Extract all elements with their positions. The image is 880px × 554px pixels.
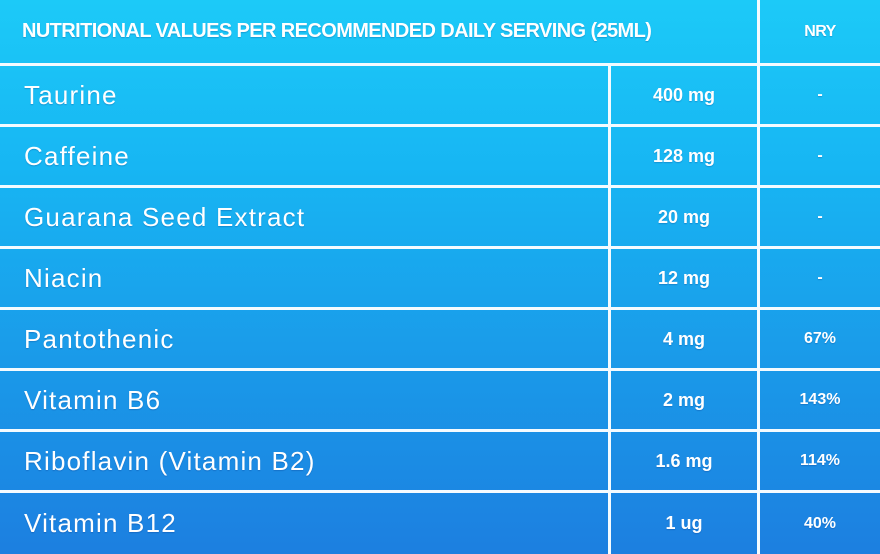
item-amount: 12 mg [611, 249, 757, 307]
item-name: Vitamin B12 [0, 493, 608, 554]
item-nry: - [760, 249, 880, 307]
item-amount: 128 mg [611, 127, 757, 185]
item-name: Taurine [0, 66, 608, 124]
item-nry: 67% [760, 310, 880, 368]
item-amount: 2 mg [611, 371, 757, 429]
item-amount: 4 mg [611, 310, 757, 368]
item-name: Niacin [0, 249, 608, 307]
item-nry: 143% [760, 371, 880, 429]
item-amount: 400 mg [611, 66, 757, 124]
item-name: Vitamin B6 [0, 371, 608, 429]
item-amount: 1.6 mg [611, 432, 757, 490]
item-amount: 20 mg [611, 188, 757, 246]
item-nry: - [760, 66, 880, 124]
header-nry: NRY [760, 0, 880, 63]
item-amount: 1 ug [611, 493, 757, 554]
item-name: Guarana Seed Extract [0, 188, 608, 246]
item-name: Pantothenic [0, 310, 608, 368]
item-nry: 40% [760, 493, 880, 554]
item-nry: - [760, 188, 880, 246]
item-nry: - [760, 127, 880, 185]
item-name: Riboflavin (Vitamin B2) [0, 432, 608, 490]
item-name: Caffeine [0, 127, 608, 185]
header-title: NUTRITIONAL VALUES PER RECOMMENDED DAILY… [0, 0, 757, 63]
item-nry: 114% [760, 432, 880, 490]
